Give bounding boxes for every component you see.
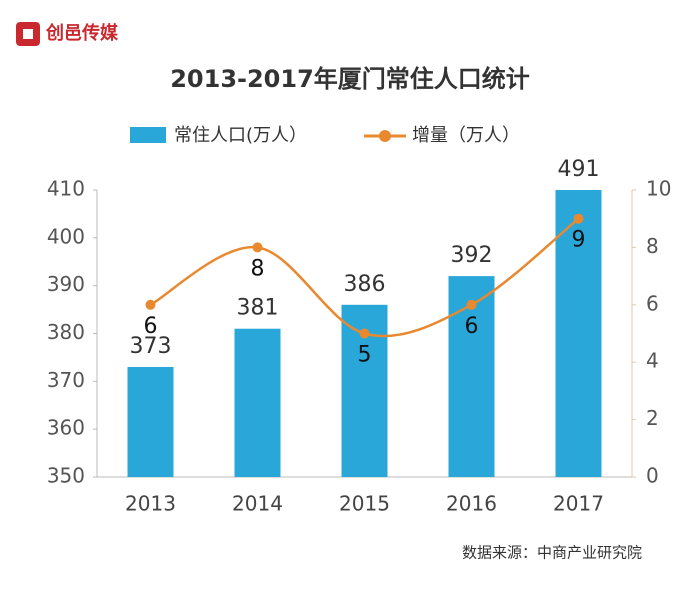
x-tick-label: 2013 bbox=[125, 492, 176, 516]
y2-tick-label: 8 bbox=[646, 234, 659, 258]
bar bbox=[555, 190, 602, 477]
bar-value-label: 386 bbox=[344, 272, 386, 297]
y2-tick-label: 0 bbox=[646, 464, 659, 488]
line-marker bbox=[252, 242, 263, 253]
x-tick-label: 2014 bbox=[232, 492, 283, 516]
legend-swatch bbox=[130, 127, 166, 143]
bar-value-label: 381 bbox=[237, 296, 279, 321]
line-value-label: 5 bbox=[358, 343, 372, 368]
y-tick-label: 380 bbox=[47, 320, 85, 344]
line-marker bbox=[359, 328, 370, 339]
legend-label: 常住人口(万人） bbox=[174, 125, 307, 146]
bar bbox=[234, 328, 281, 477]
line-marker bbox=[145, 299, 156, 310]
y-tick-label: 410 bbox=[47, 177, 85, 201]
y-tick-label: 390 bbox=[47, 272, 85, 296]
brand: 创邑传媒 bbox=[45, 22, 119, 44]
bar-value-label: 491 bbox=[558, 157, 600, 182]
line-value-label: 6 bbox=[465, 314, 479, 339]
line-marker bbox=[573, 213, 584, 224]
logo-icon-inner bbox=[23, 29, 33, 39]
x-tick-label: 2015 bbox=[339, 492, 390, 516]
y-tick-label: 360 bbox=[47, 416, 85, 440]
legend-label: 增量（万人） bbox=[412, 125, 520, 146]
line-value-label: 8 bbox=[251, 256, 265, 281]
line-marker bbox=[466, 299, 477, 310]
legend-swatch bbox=[379, 130, 391, 142]
line-value-label: 9 bbox=[572, 228, 586, 253]
y2-tick-label: 4 bbox=[646, 349, 659, 373]
chart-title: 2013-2017年厦门常住人口统计 bbox=[170, 65, 530, 93]
y2-tick-label: 10 bbox=[646, 177, 671, 201]
bar-value-label: 392 bbox=[451, 243, 493, 268]
bar-value-label: 373 bbox=[130, 334, 172, 359]
line-value-label: 6 bbox=[144, 314, 158, 339]
logo: 创邑传媒 bbox=[16, 22, 119, 46]
x-tick-label: 2017 bbox=[553, 492, 604, 516]
x-tick-label: 2016 bbox=[446, 492, 497, 516]
bar bbox=[127, 366, 174, 477]
y-tick-label: 350 bbox=[47, 464, 85, 488]
y2-tick-label: 2 bbox=[646, 406, 659, 430]
y-tick-label: 400 bbox=[47, 224, 85, 248]
source: 数据来源：中商产业研究院 bbox=[462, 544, 642, 562]
y2-tick-label: 6 bbox=[646, 291, 659, 315]
y-tick-label: 370 bbox=[47, 368, 85, 392]
